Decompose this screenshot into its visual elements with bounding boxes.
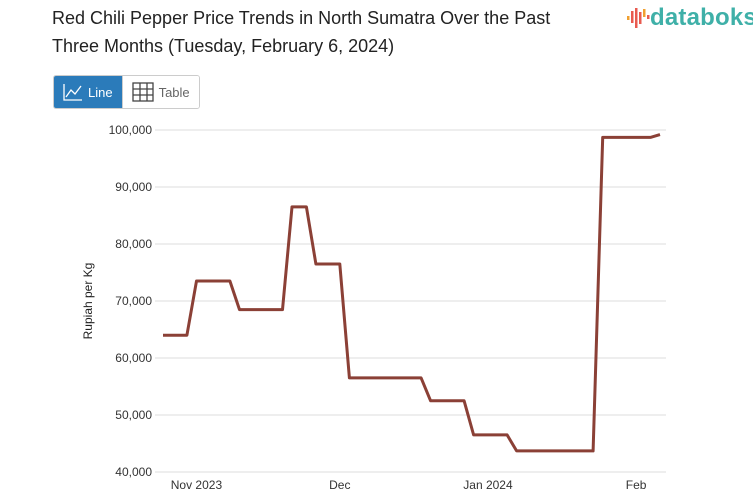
- view-toggle: Line Table: [53, 75, 200, 109]
- line-chart-icon: [63, 84, 82, 101]
- y-tick-label: 60,000: [115, 351, 152, 365]
- databoks-logo: databoks: [626, 4, 753, 32]
- y-tick-label: 80,000: [115, 237, 152, 251]
- y-tick-label: 70,000: [115, 294, 152, 308]
- table-grid-icon: [131, 82, 154, 102]
- x-tick-label: Jan 2024: [463, 478, 513, 492]
- y-tick-label: 100,000: [109, 123, 153, 137]
- chart-title: Red Chili Pepper Price Trends in North S…: [52, 8, 551, 56]
- y-tick-label: 90,000: [115, 180, 152, 194]
- x-tick-label: Feb: [626, 478, 647, 492]
- y-tick-label: 40,000: [115, 465, 152, 479]
- y-tick-label: 50,000: [115, 408, 152, 422]
- x-tick-label: Nov 2023: [171, 478, 223, 492]
- logo-bars-icon: [627, 8, 650, 28]
- table-view-button[interactable]: Table: [121, 76, 199, 108]
- price-series-line: [163, 133, 661, 453]
- line-view-label: Line: [88, 84, 113, 100]
- table-view-label: Table: [158, 84, 190, 100]
- y-axis-label: Rupiah per Kg: [81, 263, 95, 340]
- logo-text: databoks: [650, 4, 753, 31]
- line-view-button[interactable]: Line: [54, 76, 122, 108]
- x-tick-label: Dec: [329, 478, 350, 492]
